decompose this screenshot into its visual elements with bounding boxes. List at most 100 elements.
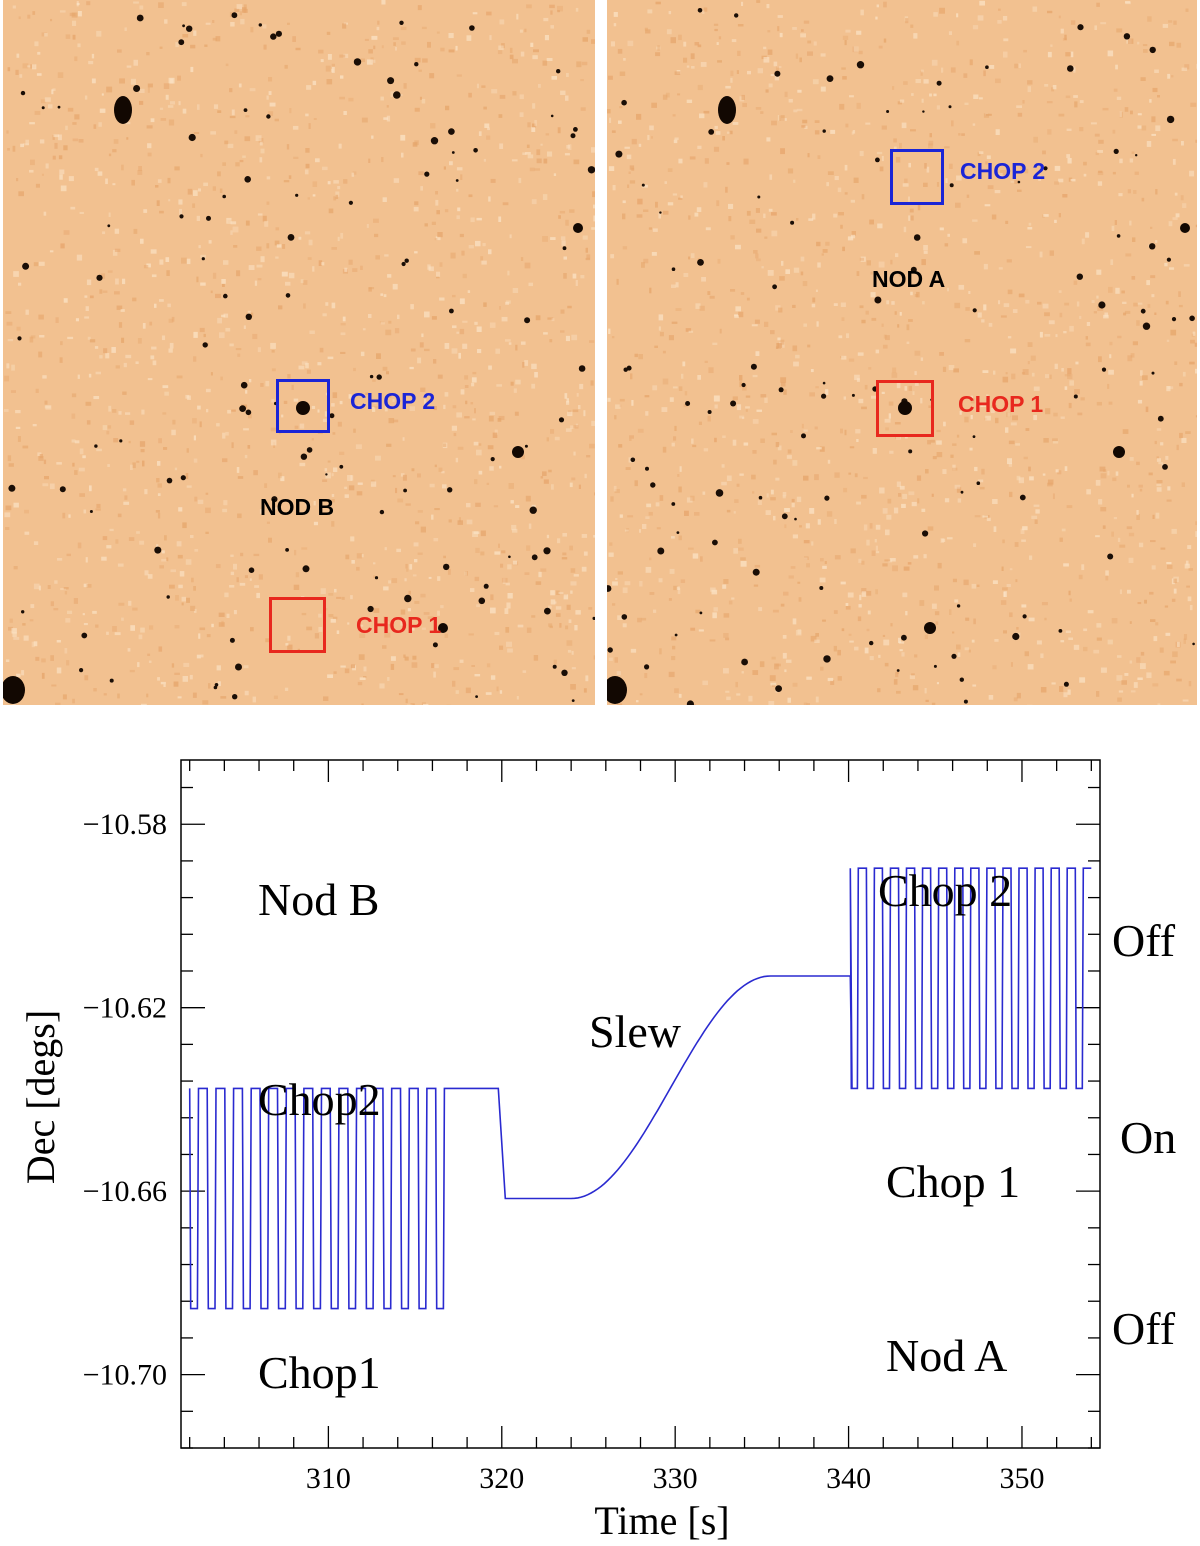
star <box>57 105 61 109</box>
star <box>959 677 964 682</box>
chop2-box <box>890 149 944 205</box>
star <box>730 400 737 407</box>
star <box>524 444 528 448</box>
star <box>775 685 782 692</box>
sky-image-nod-b: CHOP 2 NOD B CHOP 1 <box>3 0 595 705</box>
star <box>376 374 382 380</box>
star <box>245 313 252 320</box>
star <box>188 133 196 142</box>
star <box>374 576 379 580</box>
star <box>641 183 645 187</box>
star <box>529 506 537 514</box>
star-field <box>3 0 595 705</box>
star <box>180 475 186 481</box>
star <box>851 393 855 397</box>
bright-star <box>1180 223 1190 233</box>
star <box>621 99 627 106</box>
star <box>1067 65 1074 72</box>
star <box>206 215 211 221</box>
star <box>448 128 455 135</box>
star <box>794 517 797 521</box>
star <box>592 616 595 620</box>
star <box>712 539 718 546</box>
star <box>686 700 694 705</box>
x-tick-label: 310 <box>306 1462 351 1495</box>
star <box>936 80 942 86</box>
star <box>823 655 831 663</box>
star <box>424 171 430 177</box>
star <box>874 296 882 304</box>
star <box>1073 394 1078 399</box>
star <box>1063 681 1069 687</box>
star <box>179 214 184 219</box>
star <box>154 546 162 554</box>
y-tick-label: −10.62 <box>83 992 167 1025</box>
star <box>306 447 313 453</box>
star <box>285 548 289 552</box>
star <box>741 658 748 666</box>
star <box>550 114 554 118</box>
star <box>578 365 586 372</box>
star <box>607 647 613 653</box>
star <box>1076 273 1083 280</box>
star <box>615 150 623 158</box>
star <box>214 683 219 687</box>
star <box>223 293 228 299</box>
star <box>790 220 795 225</box>
star <box>1171 317 1177 322</box>
star <box>8 484 16 492</box>
star <box>707 410 712 414</box>
annotation-nod-b: Nod B <box>258 874 379 925</box>
star <box>443 563 450 571</box>
star <box>910 266 917 273</box>
star <box>449 308 454 314</box>
star <box>490 457 495 462</box>
star <box>478 597 486 605</box>
star <box>266 114 271 119</box>
x-tick-label: 350 <box>999 1462 1044 1495</box>
star <box>1192 642 1195 646</box>
star <box>244 176 251 183</box>
star <box>325 473 328 476</box>
star <box>1098 301 1106 309</box>
star <box>972 435 976 438</box>
star <box>89 510 93 513</box>
star <box>451 151 455 154</box>
star <box>922 530 929 537</box>
star <box>951 653 957 659</box>
chop2-label: CHOP 2 <box>960 158 1046 184</box>
star <box>20 90 26 96</box>
bright-star <box>718 96 736 124</box>
star <box>81 632 88 639</box>
star <box>524 317 531 324</box>
x-tick-label: 320 <box>479 1462 524 1495</box>
star <box>645 466 649 471</box>
star <box>94 444 98 448</box>
star <box>239 405 247 412</box>
star <box>329 413 335 419</box>
star <box>339 464 344 469</box>
star <box>403 488 407 493</box>
star <box>985 65 989 69</box>
star <box>271 496 278 503</box>
chop2-label: CHOP 2 <box>350 388 436 414</box>
bright-star <box>3 676 25 704</box>
star <box>166 477 173 484</box>
y-tick-label: −10.66 <box>83 1175 167 1208</box>
star <box>869 640 874 646</box>
star <box>300 453 308 460</box>
star <box>232 694 238 700</box>
star <box>772 284 777 290</box>
star <box>432 642 438 648</box>
star <box>399 20 404 25</box>
star <box>275 30 282 37</box>
star <box>1043 166 1048 171</box>
star <box>473 148 478 153</box>
star <box>201 257 205 261</box>
star <box>166 595 170 599</box>
annotation-chop1-left: Chop1 <box>258 1347 381 1398</box>
star <box>750 363 757 370</box>
star <box>229 637 235 643</box>
star <box>715 489 724 497</box>
star <box>1166 115 1175 124</box>
